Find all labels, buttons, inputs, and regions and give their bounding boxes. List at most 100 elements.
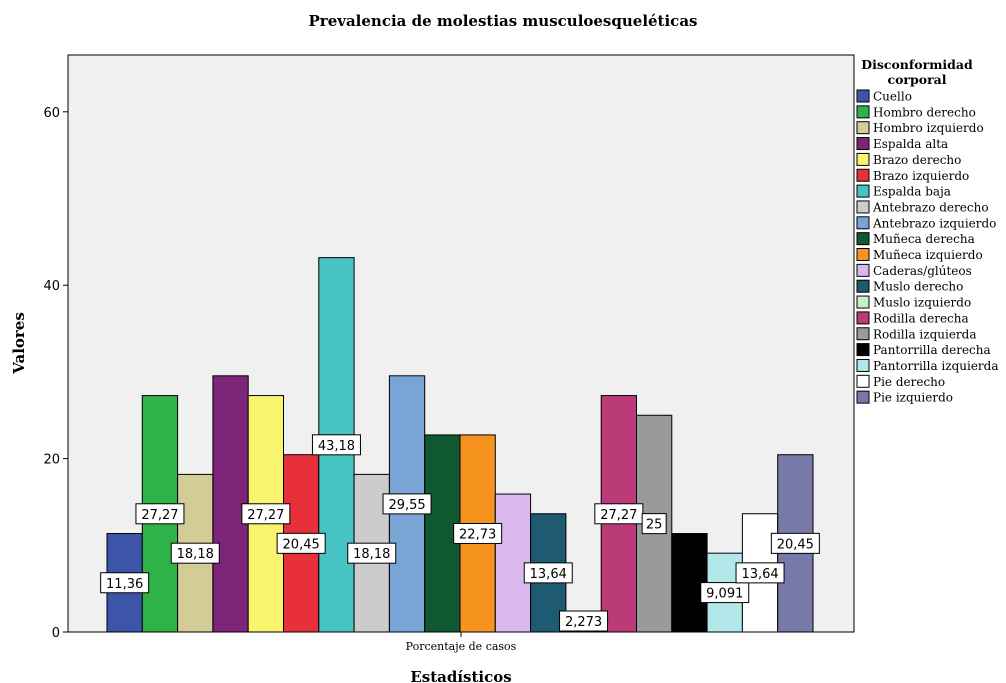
legend-swatch bbox=[856, 105, 870, 119]
data-label-antebrazo-derecho: 18,18 bbox=[347, 542, 397, 564]
legend-item-muslo-derecho: Muslo derecho bbox=[856, 279, 963, 294]
legend-item-antebrazo-izquierdo: Antebrazo izquierdo bbox=[856, 216, 996, 230]
data-label-rodilla-izquierda: 25 bbox=[641, 513, 667, 535]
legend-swatch bbox=[856, 184, 870, 198]
legend-swatch bbox=[856, 89, 870, 103]
data-label-espalda-baja: 43,18 bbox=[311, 434, 361, 456]
legend-label: Muslo izquierdo bbox=[873, 296, 971, 310]
chart-title: Prevalencia de molestias musculoesquelét… bbox=[309, 12, 698, 30]
legend-swatch bbox=[856, 248, 870, 261]
legend-swatch bbox=[856, 374, 870, 388]
data-label-text: 18,18 bbox=[353, 547, 390, 562]
data-label-text: 29,55 bbox=[388, 498, 425, 513]
legend-item-rodilla-izquierda: Rodilla izquierda bbox=[856, 327, 977, 341]
data-label-text: 2,273 bbox=[565, 615, 602, 630]
data-label-text: 43,18 bbox=[318, 439, 355, 454]
legend-swatch bbox=[856, 358, 870, 372]
legend-swatch bbox=[856, 311, 870, 325]
legend-label: Pantorrilla derecha bbox=[873, 343, 991, 357]
y-tick-label: 60 bbox=[43, 106, 60, 121]
data-label-brazo-derecho: 27,27 bbox=[241, 503, 291, 525]
data-label-muslo-izquierdo: 2,273 bbox=[559, 610, 609, 632]
legend-swatch bbox=[856, 263, 870, 277]
legend-swatch bbox=[856, 390, 870, 404]
legend-swatch bbox=[856, 327, 870, 341]
legend-item-pantorrilla-izquierda: Pantorrilla izquierda bbox=[856, 358, 999, 373]
legend-label: Muñeca izquierdo bbox=[873, 248, 983, 262]
data-label-text: 22,73 bbox=[459, 527, 496, 542]
legend-label: Espalda baja bbox=[873, 185, 951, 199]
legend-label: Pie derecho bbox=[873, 375, 945, 389]
data-label-text: 11,36 bbox=[106, 577, 143, 592]
legend-label: Brazo derecho bbox=[873, 153, 961, 167]
data-label-text: 20,45 bbox=[283, 537, 320, 552]
legend-title-line-2: corporal bbox=[887, 72, 946, 87]
legend-swatch bbox=[856, 121, 870, 135]
data-label-text: 27,27 bbox=[600, 508, 637, 523]
data-label-brazo-izquierdo: 20,45 bbox=[276, 532, 326, 554]
legend-item-pantorrilla-derecha: Pantorrilla derecha bbox=[856, 343, 991, 357]
legend-item-hombro-izquierdo: Hombro izquierdo bbox=[856, 121, 984, 135]
data-label-pantorrilla-izquierda: 9,091 bbox=[700, 582, 750, 604]
legend-label: Brazo izquierdo bbox=[873, 169, 969, 183]
y-tick-label: 0 bbox=[52, 626, 60, 641]
data-label-hombro-derecho: 27,27 bbox=[135, 503, 185, 525]
legend-label: Rodilla derecha bbox=[873, 311, 969, 325]
legend-label: Caderas/glúteos bbox=[873, 264, 972, 278]
legend-item-espalda-alta: Espalda alta bbox=[856, 137, 948, 151]
data-label-text: 13,64 bbox=[741, 567, 778, 582]
data-label-muneca-izquierdo: 22,73 bbox=[453, 522, 503, 544]
data-label-hombro-izquierdo: 18,18 bbox=[170, 542, 220, 564]
y-tick-label: 20 bbox=[43, 453, 60, 468]
legend-label: Pantorrilla izquierda bbox=[873, 359, 999, 373]
legend-label: Muslo derecho bbox=[873, 280, 963, 294]
data-label-cuello: 11,36 bbox=[100, 572, 150, 594]
legend-label: Antebrazo derecho bbox=[872, 200, 989, 214]
legend-item-muslo-izquierdo: Muslo izquierdo bbox=[856, 295, 971, 310]
legend-label: Cuello bbox=[873, 90, 912, 104]
legend-item-pie-izquierdo: Pie izquierdo bbox=[856, 390, 953, 405]
legend-swatch bbox=[856, 295, 870, 309]
legend-swatch bbox=[856, 200, 870, 214]
legend-item-brazo-izquierdo: Brazo izquierdo bbox=[856, 168, 969, 183]
legend-label: Pie izquierdo bbox=[873, 391, 953, 405]
data-label-text: 20,45 bbox=[777, 537, 814, 552]
x-axis: Porcentaje de casos bbox=[406, 632, 517, 653]
legend-label: Antebrazo izquierdo bbox=[872, 216, 996, 230]
legend-title-line-1: Disconformidad bbox=[861, 57, 973, 72]
data-label-text: 9,091 bbox=[706, 587, 743, 602]
legend-item-pie-derecho: Pie derecho bbox=[856, 374, 945, 389]
data-label-muslo-derecho: 13,64 bbox=[523, 562, 573, 584]
legend-item-rodilla-derecha: Rodilla derecha bbox=[856, 311, 969, 325]
legend-swatch bbox=[856, 137, 870, 151]
legend-label: Muñeca derecha bbox=[873, 232, 975, 246]
legend-label: Hombro izquierdo bbox=[873, 121, 984, 135]
legend-swatch bbox=[856, 168, 870, 182]
legend-swatch bbox=[856, 216, 870, 230]
legend-swatch bbox=[856, 279, 870, 293]
legend-item-antebrazo-derecho: Antebrazo derecho bbox=[856, 200, 989, 214]
data-label-text: 18,18 bbox=[177, 547, 214, 562]
data-label-rodilla-derecha: 27,27 bbox=[594, 503, 644, 525]
legend-item-muneca-izquierdo: Muñeca izquierdo bbox=[856, 248, 983, 262]
x-axis-title: Estadísticos bbox=[410, 668, 511, 683]
data-label-text: 27,27 bbox=[141, 508, 178, 523]
legend-item-caderas-gluteos: Caderas/glúteos bbox=[856, 263, 972, 278]
y-axis-title: Valores bbox=[10, 312, 28, 375]
legend-label: Espalda alta bbox=[873, 137, 948, 151]
data-label-pie-derecho: 13,64 bbox=[735, 562, 785, 584]
data-label-text: 13,64 bbox=[530, 567, 567, 582]
legend-item-brazo-derecho: Brazo derecho bbox=[856, 152, 961, 167]
legend-swatch bbox=[856, 232, 870, 246]
x-category-label: Porcentaje de casos bbox=[406, 640, 517, 653]
y-axis: 0 20 40 60 bbox=[43, 106, 68, 641]
data-label-text: 25 bbox=[646, 518, 663, 533]
data-label-pie-izquierdo: 20,45 bbox=[770, 532, 820, 554]
data-labels: 11,36 27,27 18,18 27,27 20,45 43,18 18,18 29,55… bbox=[100, 434, 820, 632]
y-tick-label: 40 bbox=[43, 279, 60, 294]
legend-label: Rodilla izquierda bbox=[873, 327, 977, 341]
legend-item-hombro-derecho: Hombro derecho bbox=[856, 105, 976, 119]
